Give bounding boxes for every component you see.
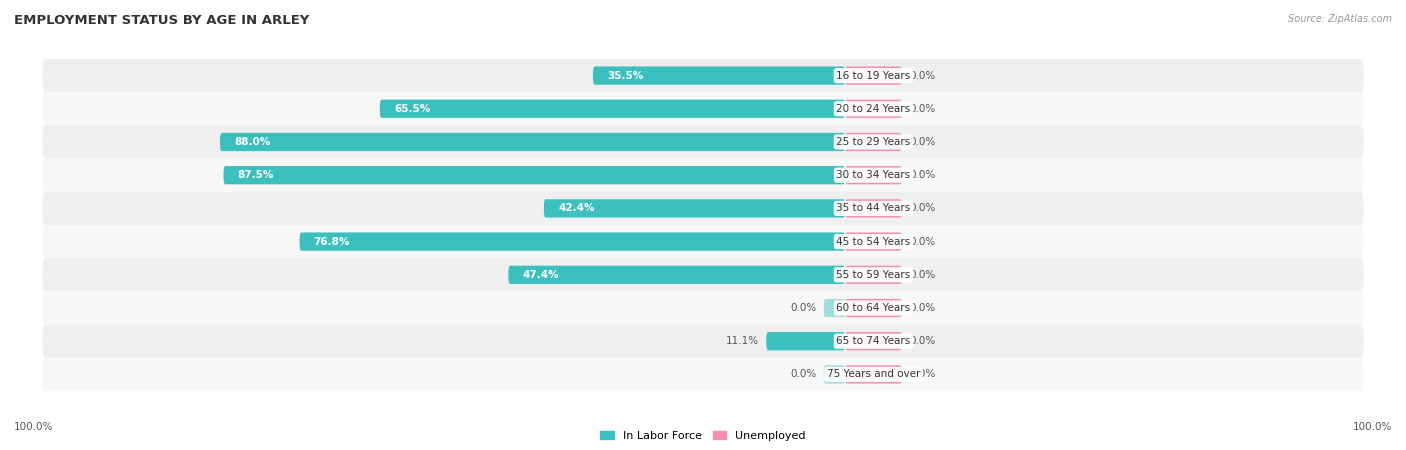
FancyBboxPatch shape [845,133,901,151]
Text: 30 to 34 Years: 30 to 34 Years [837,170,911,180]
FancyBboxPatch shape [766,332,845,351]
Text: 0.0%: 0.0% [910,270,935,280]
FancyBboxPatch shape [824,299,845,317]
FancyBboxPatch shape [42,292,1364,324]
Text: 0.0%: 0.0% [790,369,817,379]
FancyBboxPatch shape [845,233,901,251]
FancyBboxPatch shape [42,324,1364,358]
Text: 88.0%: 88.0% [235,137,270,147]
Text: 35.5%: 35.5% [607,71,644,81]
FancyBboxPatch shape [224,166,845,184]
FancyBboxPatch shape [845,332,901,351]
Text: 0.0%: 0.0% [910,203,935,213]
Text: 20 to 24 Years: 20 to 24 Years [837,104,911,114]
FancyBboxPatch shape [845,166,901,184]
Text: 0.0%: 0.0% [910,137,935,147]
FancyBboxPatch shape [42,358,1364,391]
Text: 76.8%: 76.8% [314,237,350,247]
Text: 65.5%: 65.5% [394,104,430,114]
Text: 0.0%: 0.0% [910,71,935,81]
Text: 100.0%: 100.0% [14,422,53,432]
Legend: In Labor Force, Unemployed: In Labor Force, Unemployed [596,426,810,445]
Text: 35 to 44 Years: 35 to 44 Years [837,203,911,213]
FancyBboxPatch shape [299,233,845,251]
FancyBboxPatch shape [845,99,901,118]
Text: 0.0%: 0.0% [910,336,935,346]
Text: 0.0%: 0.0% [910,303,935,313]
FancyBboxPatch shape [845,299,901,317]
Text: 65 to 74 Years: 65 to 74 Years [837,336,911,346]
FancyBboxPatch shape [42,225,1364,258]
FancyBboxPatch shape [42,59,1364,92]
FancyBboxPatch shape [845,199,901,217]
Text: 0.0%: 0.0% [910,237,935,247]
Text: 0.0%: 0.0% [910,170,935,180]
Text: Source: ZipAtlas.com: Source: ZipAtlas.com [1288,14,1392,23]
Text: 25 to 29 Years: 25 to 29 Years [837,137,911,147]
FancyBboxPatch shape [42,192,1364,225]
FancyBboxPatch shape [219,133,845,151]
Text: 0.0%: 0.0% [790,303,817,313]
Text: 0.0%: 0.0% [910,369,935,379]
FancyBboxPatch shape [845,67,901,85]
FancyBboxPatch shape [824,365,845,383]
FancyBboxPatch shape [42,258,1364,292]
FancyBboxPatch shape [845,266,901,284]
FancyBboxPatch shape [42,126,1364,158]
FancyBboxPatch shape [380,99,845,118]
FancyBboxPatch shape [42,92,1364,126]
Text: 42.4%: 42.4% [558,203,595,213]
Text: 75 Years and over: 75 Years and over [827,369,920,379]
FancyBboxPatch shape [544,199,845,217]
Text: 87.5%: 87.5% [238,170,274,180]
FancyBboxPatch shape [509,266,845,284]
Text: EMPLOYMENT STATUS BY AGE IN ARLEY: EMPLOYMENT STATUS BY AGE IN ARLEY [14,14,309,27]
Text: 60 to 64 Years: 60 to 64 Years [837,303,911,313]
Text: 100.0%: 100.0% [1353,422,1392,432]
Text: 0.0%: 0.0% [910,104,935,114]
Text: 45 to 54 Years: 45 to 54 Years [837,237,911,247]
Text: 11.1%: 11.1% [725,336,759,346]
FancyBboxPatch shape [42,158,1364,192]
Text: 16 to 19 Years: 16 to 19 Years [837,71,911,81]
Text: 47.4%: 47.4% [523,270,560,280]
FancyBboxPatch shape [845,365,901,383]
Text: 55 to 59 Years: 55 to 59 Years [837,270,911,280]
FancyBboxPatch shape [593,67,845,85]
